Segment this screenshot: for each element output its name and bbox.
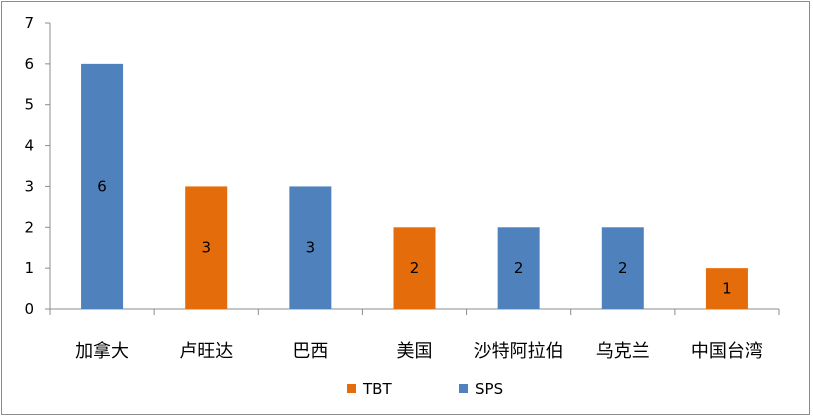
data-labels: 6 3 3 2 2 2 1 [97, 177, 731, 297]
x-tick-label: 巴西 [292, 341, 328, 362]
y-tick-label: 5 [24, 96, 34, 114]
x-tick-label: 沙特阿拉伯 [474, 341, 564, 362]
y-tick-label: 6 [24, 55, 34, 73]
legend-swatch [459, 384, 468, 393]
y-axis-ticks: 0 1 2 3 4 5 6 7 [24, 14, 50, 318]
x-tick-label: 乌克兰 [596, 341, 650, 362]
y-tick-label: 2 [24, 218, 34, 236]
y-tick-label: 4 [24, 137, 34, 155]
bar-1 [81, 63, 124, 309]
bar-3 [289, 186, 332, 309]
x-tick-label: 加拿大 [75, 340, 129, 362]
bars [81, 63, 748, 309]
data-label: 2 [618, 259, 628, 277]
bar-4 [393, 227, 436, 309]
legend-label: TBT [362, 380, 392, 398]
y-tick-label: 7 [24, 14, 34, 32]
data-label: 2 [514, 259, 524, 277]
data-label: 3 [306, 239, 316, 257]
data-label: 6 [97, 177, 107, 195]
bar-5 [497, 227, 540, 309]
bar-2 [185, 186, 228, 309]
x-tick-label: 美国 [397, 341, 433, 362]
x-tick-label: 卢旺达 [179, 341, 233, 362]
legend: TBT SPS [347, 380, 503, 398]
y-tick-label: 0 [24, 300, 34, 318]
x-tick-label: 中国台湾 [691, 341, 763, 362]
data-label: 1 [722, 280, 732, 298]
bar-6 [601, 227, 644, 309]
data-label: 3 [201, 239, 211, 257]
x-axis-labels: 加拿大 卢旺达 巴西 美国 沙特阿拉伯 乌克兰 中国台湾 [75, 340, 763, 362]
y-tick-label: 1 [24, 259, 34, 277]
legend-label: SPS [475, 380, 503, 398]
data-label: 2 [410, 259, 420, 277]
bar-7 [705, 268, 748, 309]
legend-swatch [347, 384, 356, 393]
y-tick-label: 3 [24, 177, 34, 195]
